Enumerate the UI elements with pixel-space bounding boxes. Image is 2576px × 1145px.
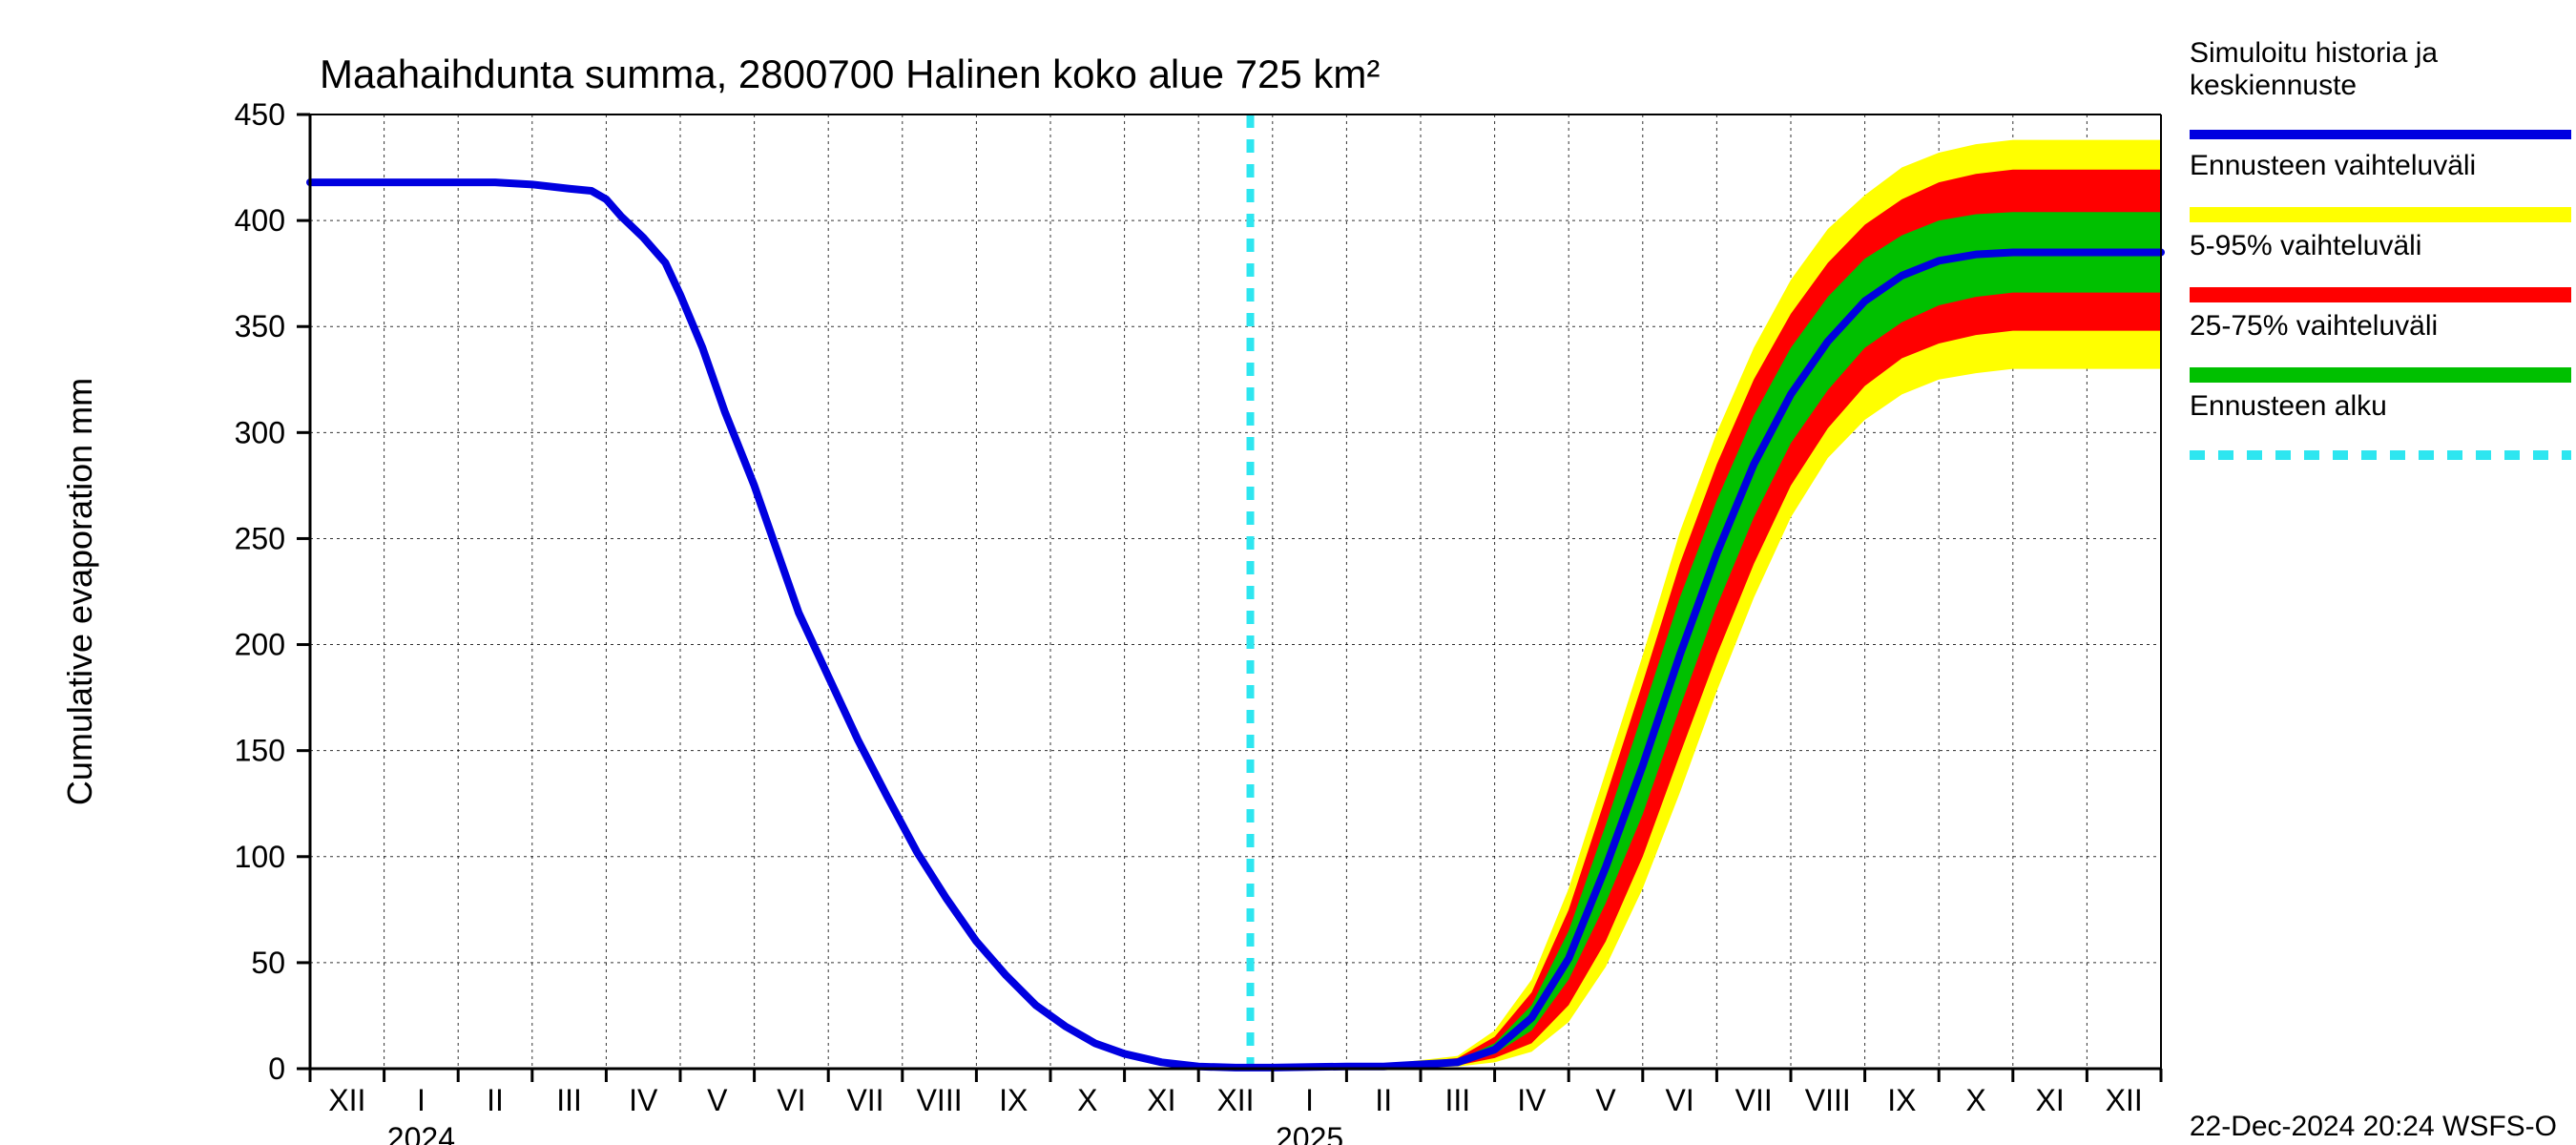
- legend-swatch: [2190, 207, 2571, 222]
- x-year-label: 2024: [387, 1121, 455, 1145]
- x-tick-label: VII: [846, 1083, 883, 1117]
- y-tick-label: 300: [235, 415, 285, 449]
- y-tick-label: 150: [235, 734, 285, 768]
- x-tick-label: IX: [999, 1083, 1028, 1117]
- x-tick-label: I: [1305, 1083, 1314, 1117]
- y-tick-label: 350: [235, 309, 285, 344]
- x-tick-label: IV: [629, 1083, 658, 1117]
- legend-label: Ennusteen alku: [2190, 390, 2387, 422]
- x-tick-label: VI: [777, 1083, 805, 1117]
- x-tick-label: II: [487, 1083, 504, 1117]
- x-tick-label: VI: [1665, 1083, 1693, 1117]
- x-tick-label: V: [707, 1083, 728, 1117]
- legend-swatch: [2190, 287, 2571, 302]
- x-tick-label: IV: [1517, 1083, 1547, 1117]
- legend-label: 5-95% vaihteluväli: [2190, 230, 2421, 261]
- x-tick-label: X: [1077, 1083, 1097, 1117]
- x-tick-label: I: [417, 1083, 426, 1117]
- x-tick-label: VIII: [917, 1083, 963, 1117]
- chart-title: Maahaihdunta summa, 2800700 Halinen koko…: [320, 52, 1380, 96]
- legend-label: keskiennuste: [2190, 70, 2357, 101]
- y-tick-label: 100: [235, 840, 285, 874]
- legend-swatch: [2190, 367, 2571, 383]
- y-axis-label: Cumulative evaporation mm: [60, 378, 99, 805]
- x-tick-label: XI: [1147, 1083, 1175, 1117]
- x-tick-label: VIII: [1805, 1083, 1851, 1117]
- legend-label: 25-75% vaihteluväli: [2190, 310, 2438, 342]
- x-tick-label: XII: [328, 1083, 365, 1117]
- y-tick-label: 0: [268, 1051, 285, 1086]
- x-tick-label: III: [1444, 1083, 1470, 1117]
- x-tick-label: III: [556, 1083, 582, 1117]
- x-tick-label: XII: [1216, 1083, 1254, 1117]
- x-tick-label: V: [1595, 1083, 1616, 1117]
- y-tick-label: 450: [235, 97, 285, 132]
- x-year-label: 2025: [1276, 1121, 1343, 1145]
- legend-label: Simuloitu historia ja: [2190, 37, 2438, 69]
- chart-container: 050100150200250300350400450XIIIIIIIIIVVV…: [0, 0, 2576, 1145]
- x-tick-label: IX: [1887, 1083, 1916, 1117]
- y-tick-label: 400: [235, 203, 285, 238]
- x-tick-label: VII: [1735, 1083, 1773, 1117]
- x-tick-label: II: [1375, 1083, 1392, 1117]
- y-tick-label: 250: [235, 521, 285, 555]
- chart-svg: 050100150200250300350400450XIIIIIIIIIVVV…: [0, 0, 2576, 1145]
- x-tick-label: X: [1965, 1083, 1985, 1117]
- x-tick-label: XI: [2035, 1083, 2064, 1117]
- chart-footer: 22-Dec-2024 20:24 WSFS-O: [2190, 1111, 2557, 1142]
- legend-label: Ennusteen vaihteluväli: [2190, 150, 2476, 181]
- x-tick-label: XII: [2106, 1083, 2143, 1117]
- y-tick-label: 200: [235, 628, 285, 662]
- y-tick-label: 50: [251, 946, 285, 980]
